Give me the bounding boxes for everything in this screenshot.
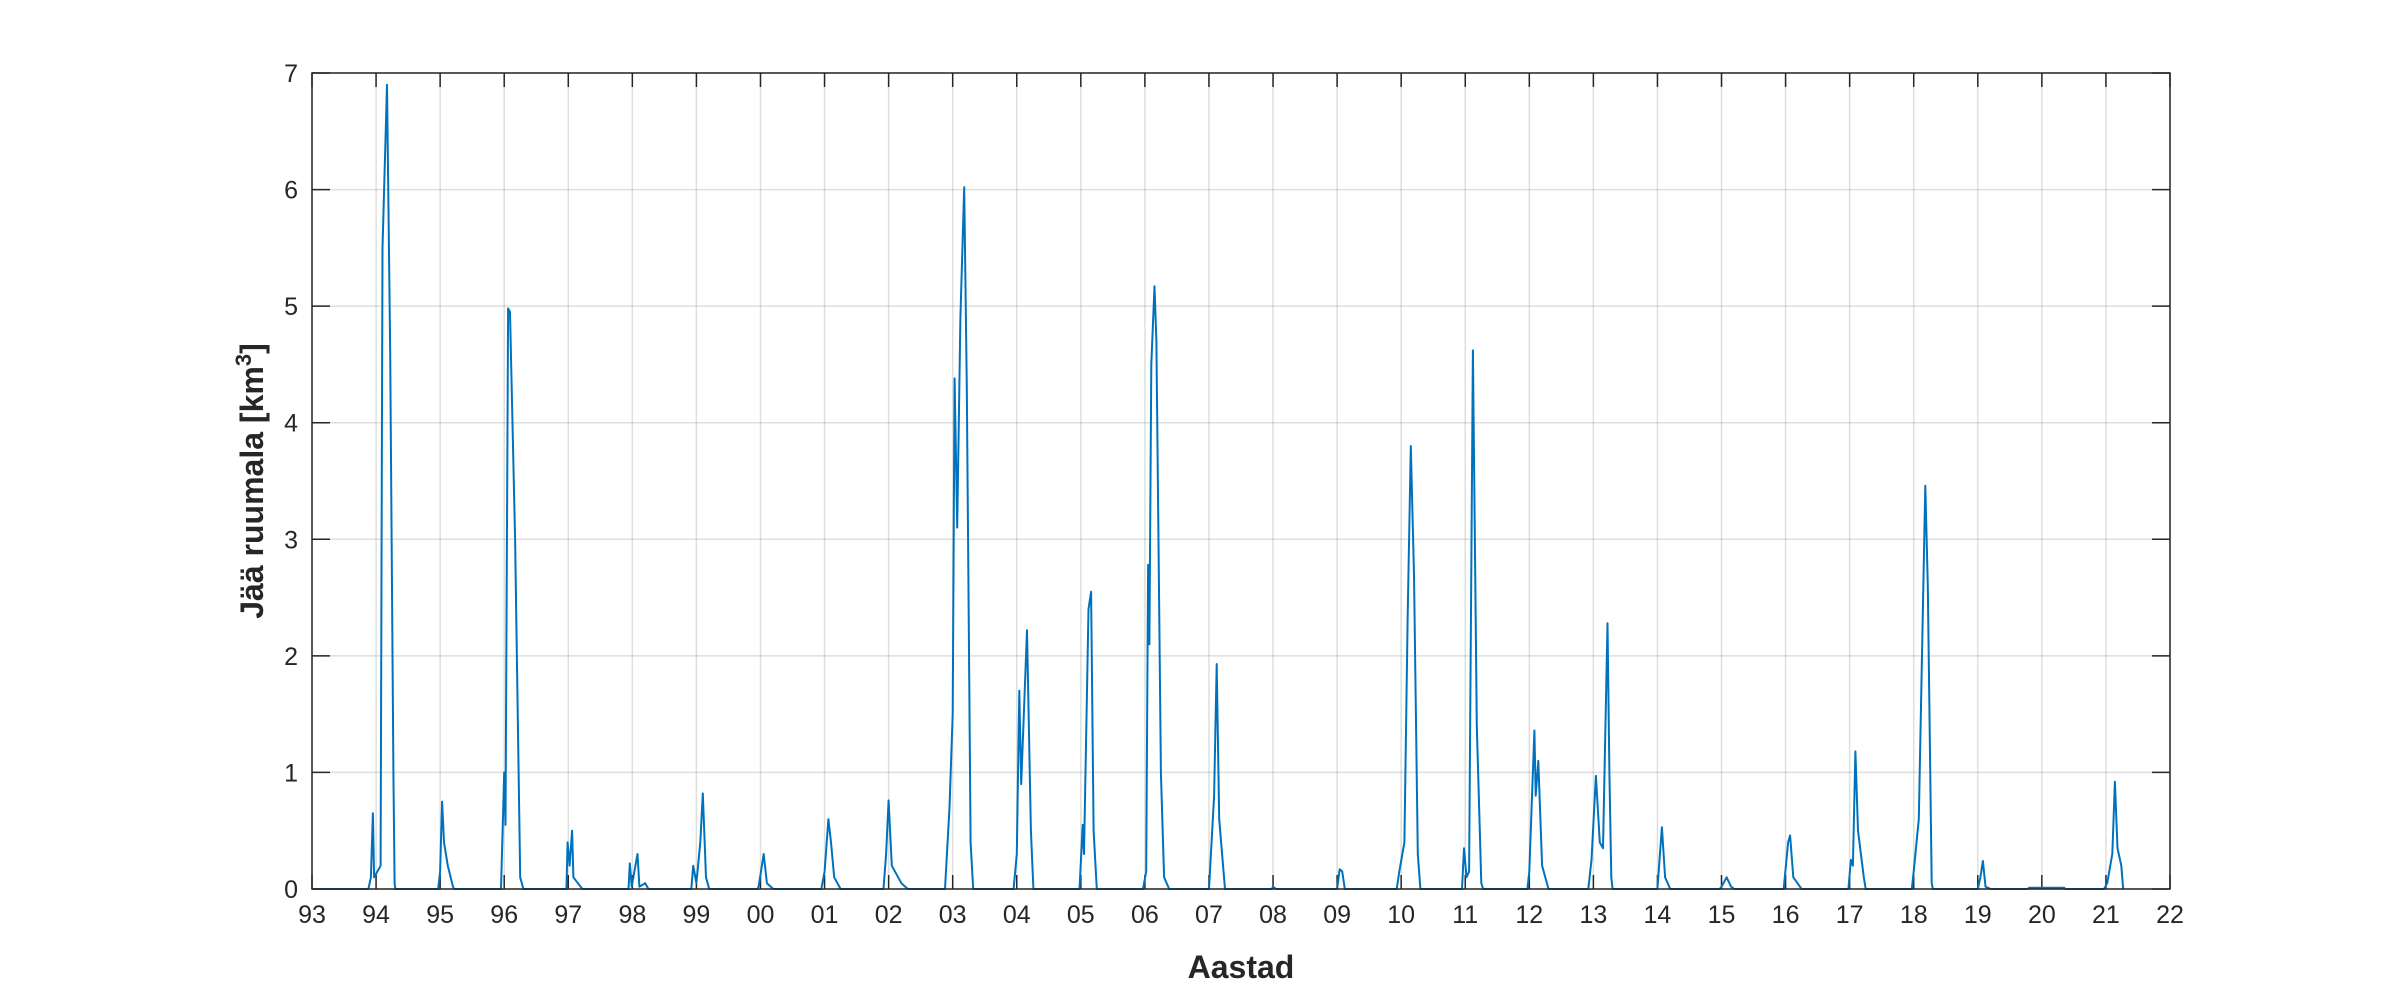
x-tick-label: 13 <box>1579 901 1607 929</box>
x-tick-label: 07 <box>1195 901 1223 929</box>
y-tick-label: 2 <box>284 643 298 671</box>
x-tick-label: 10 <box>1387 901 1415 929</box>
x-tick-label: 93 <box>298 901 326 929</box>
x-tick-label: 09 <box>1323 901 1351 929</box>
x-tick-label: 18 <box>1900 901 1928 929</box>
y-tick-labels: 0 1 2 3 4 5 6 7 <box>284 60 298 904</box>
x-tick-label: 11 <box>1452 901 1478 929</box>
x-tick-labels: 93 94 95 96 97 98 99 00 01 02 03 04 05 06 07 08 09 10 11 12… <box>298 901 2184 929</box>
x-tick-label: 00 <box>747 901 775 929</box>
x-tick-label: 12 <box>1515 901 1543 929</box>
x-tick-label: 97 <box>554 901 582 929</box>
x-tick-label: 14 <box>1644 901 1672 929</box>
x-tick-label: 20 <box>2028 901 2056 929</box>
x-tick-label: 17 <box>1836 901 1864 929</box>
y-axis-label: Jää ruumala [km3] <box>231 343 271 618</box>
x-tick-label: 95 <box>426 901 454 929</box>
y-tick-label: 3 <box>284 526 298 554</box>
y-tick-label: 4 <box>284 410 298 438</box>
x-tick-label: 03 <box>939 901 967 929</box>
x-tick-label: 01 <box>811 901 839 929</box>
x-tick-label: 21 <box>2092 901 2120 929</box>
axes-box <box>311 72 2171 890</box>
y-tick-label: 1 <box>284 759 298 787</box>
x-tick-label: 15 <box>1708 901 1736 929</box>
x-tick-label: 08 <box>1259 901 1287 929</box>
series-line <box>312 83 2125 890</box>
x-tick-label: 16 <box>1772 901 1800 929</box>
x-axis-label: Aastad <box>1188 949 1295 985</box>
x-tick-label: 06 <box>1131 901 1159 929</box>
y-tick-label: 0 <box>284 876 298 904</box>
x-tick-label: 19 <box>1964 901 1992 929</box>
x-tick-label: 99 <box>683 901 711 929</box>
x-tick-label: 96 <box>490 901 518 929</box>
y-tick-label: 7 <box>284 60 298 88</box>
x-tick-label: 04 <box>1003 901 1031 929</box>
x-tick-label: 02 <box>875 901 903 929</box>
y-tick-label: 6 <box>284 177 298 205</box>
x-tick-label: 98 <box>618 901 646 929</box>
y-tick-label: 5 <box>284 293 298 321</box>
x-tick-label: 22 <box>2156 901 2184 929</box>
plot-area <box>312 73 2170 889</box>
x-tick-label: 05 <box>1067 901 1095 929</box>
x-tick-label: 94 <box>362 901 390 929</box>
